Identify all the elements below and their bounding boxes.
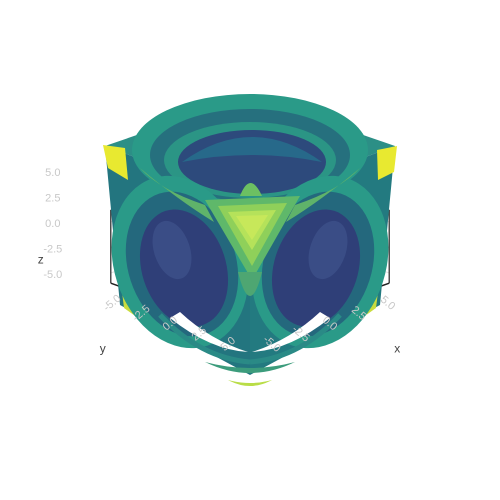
x-axis-title: x — [394, 341, 400, 355]
corner-left — [103, 145, 128, 180]
corner-right — [377, 146, 397, 180]
isosurface — [103, 94, 397, 386]
arm-up — [240, 183, 262, 196]
z-tick-label: 2.5 — [45, 192, 60, 204]
z-tick-label: 0.0 — [45, 218, 60, 230]
z-axis-title: z — [38, 253, 44, 267]
z-tick-label: 5.0 — [45, 167, 60, 179]
x-tick-label: 5.0 — [378, 294, 397, 313]
y-axis-title: y — [100, 341, 106, 355]
arm-right — [286, 168, 360, 222]
bottom-tip — [228, 380, 272, 386]
center-triangle-core — [236, 215, 268, 240]
right-hole-glint — [308, 220, 348, 280]
arm-down — [238, 272, 262, 296]
bottom-gap-left — [170, 312, 248, 352]
arm-left — [140, 168, 214, 222]
axis-titles: z y x — [38, 253, 400, 356]
left-hole-glint — [152, 220, 192, 280]
bottom-arch-left — [158, 313, 251, 365]
z-tick-label: -5.0 — [43, 269, 62, 281]
top-hole-shade — [182, 137, 322, 162]
bottom-lobe — [205, 362, 295, 373]
bottom-gap-right — [252, 312, 330, 352]
z-tick-label: -2.5 — [43, 243, 62, 255]
bottom-arch-right — [249, 313, 342, 365]
